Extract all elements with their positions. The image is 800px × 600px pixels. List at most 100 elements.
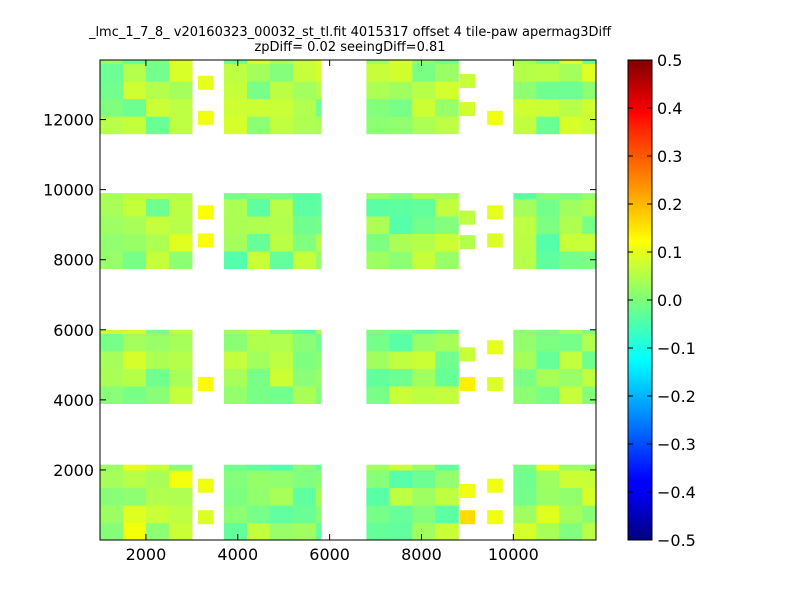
heatmap-cell — [122, 504, 147, 524]
heatmap-cell — [435, 504, 459, 524]
heatmap-cell — [366, 198, 390, 217]
heatmap-cell — [559, 385, 583, 404]
heatmap-cell — [559, 333, 583, 352]
heatmap-cell — [168, 60, 193, 65]
heatmap-cell — [559, 215, 583, 235]
heatmap-cell — [292, 385, 317, 404]
y-tick-label: 2000 — [53, 461, 94, 480]
heatmap-cell — [122, 98, 147, 117]
heatmap-cell — [559, 368, 583, 387]
heatmap-cell — [412, 215, 436, 235]
heatmap-cell-isolated — [459, 210, 476, 225]
heatmap-cell — [389, 81, 413, 100]
heatmap-cell — [224, 504, 248, 524]
heatmap-cell — [389, 329, 413, 334]
heatmap-cell — [224, 198, 248, 217]
heatmap-cell — [224, 215, 248, 235]
heatmap-cell — [292, 215, 317, 235]
heatmap-cell — [582, 116, 596, 135]
heatmap-cell — [269, 329, 294, 334]
heatmap-cell — [224, 116, 248, 135]
colorbar-ticks: 0.5 0.4 0.3 0.2 0.1 0.0 −0.1 −0.2 −0.3 −0.4 −0.5 — [628, 51, 696, 550]
heatmap-cell — [224, 522, 248, 540]
heatmap-cell — [513, 469, 537, 489]
heatmap-cell — [559, 329, 583, 334]
heatmap-cell — [559, 469, 583, 489]
heatmap-cell — [315, 198, 322, 217]
heatmap-cell — [536, 116, 560, 135]
heatmap-cell-isolated — [197, 510, 214, 525]
heatmap-cell — [435, 193, 459, 199]
heatmap-cell — [145, 215, 170, 235]
heatmap-cell — [100, 193, 124, 199]
heatmap-cell — [435, 464, 459, 471]
heatmap-cell — [292, 250, 317, 270]
heatmap-cell — [315, 368, 322, 387]
heatmap-cell — [269, 250, 294, 270]
heatmap-cell — [269, 60, 294, 65]
heatmap-cell-isolated — [459, 235, 476, 250]
heatmap-cell — [412, 81, 436, 100]
heatmap-cell — [389, 487, 413, 506]
heatmap-cell — [582, 350, 596, 369]
heatmap-cell — [513, 193, 537, 199]
heatmap-cell — [582, 233, 596, 252]
heatmap-cell-isolated — [197, 233, 214, 248]
heatmap-cell — [435, 198, 459, 217]
heatmap-cell — [168, 198, 193, 217]
y-tick-label: 12000 — [43, 111, 94, 130]
heatmap-cell — [536, 63, 560, 82]
heatmap-cell — [292, 116, 317, 135]
colorbar-tick-label: −0.2 — [657, 387, 696, 406]
heatmap-cell — [315, 469, 322, 489]
heatmap-cell — [366, 522, 390, 540]
heatmap-cell — [269, 464, 294, 471]
heatmap-cell — [246, 350, 271, 369]
heatmap-cell — [100, 63, 124, 82]
y-tick-label: 8000 — [53, 251, 94, 270]
heatmap-cell — [435, 215, 459, 235]
heatmap-cell — [292, 98, 317, 117]
heatmap-cell — [582, 522, 596, 540]
heatmap-cell — [389, 469, 413, 489]
heatmap-cell — [559, 81, 583, 100]
heatmap-cell — [292, 464, 317, 471]
heatmap-cell — [168, 233, 193, 252]
heatmap-cell — [366, 333, 390, 352]
heatmap-cell — [559, 250, 583, 270]
heatmap-cell — [435, 469, 459, 489]
heatmap-cell — [389, 350, 413, 369]
heatmap-cell — [246, 385, 271, 404]
heatmap-cell — [366, 116, 390, 135]
heatmap-cell — [292, 193, 317, 199]
heatmap-cell — [513, 522, 537, 540]
heatmap-cell-isolated — [487, 340, 503, 355]
heatmap-cell — [412, 198, 436, 217]
heatmap-cell — [269, 198, 294, 217]
colorbar-tick-label: 0.3 — [657, 147, 682, 166]
heatmap-cell — [269, 504, 294, 524]
heatmap-cell — [366, 81, 390, 100]
heatmap-cell — [269, 522, 294, 540]
heatmap-cell — [315, 116, 322, 135]
heatmap-cell — [559, 98, 583, 117]
heatmap-cell — [292, 81, 317, 100]
heatmap-cell — [582, 81, 596, 100]
heatmap-cell-isolated — [459, 483, 476, 498]
heatmap-cell — [536, 368, 560, 387]
heatmap-cell — [582, 215, 596, 235]
heatmap-cell — [292, 198, 317, 217]
heatmap-cell — [168, 464, 193, 471]
heatmap-cell — [100, 469, 124, 489]
heatmap-cell — [145, 469, 170, 489]
heatmap-cell — [513, 350, 537, 369]
heatmap-cell — [269, 333, 294, 352]
heatmap-cell — [366, 215, 390, 235]
heatmap-cell — [536, 198, 560, 217]
heatmap-cell — [122, 215, 147, 235]
heatmap-cells — [100, 60, 596, 540]
heatmap-cell — [224, 350, 248, 369]
colorbar-tick-label: −0.5 — [657, 531, 696, 550]
heatmap-cell — [145, 81, 170, 100]
